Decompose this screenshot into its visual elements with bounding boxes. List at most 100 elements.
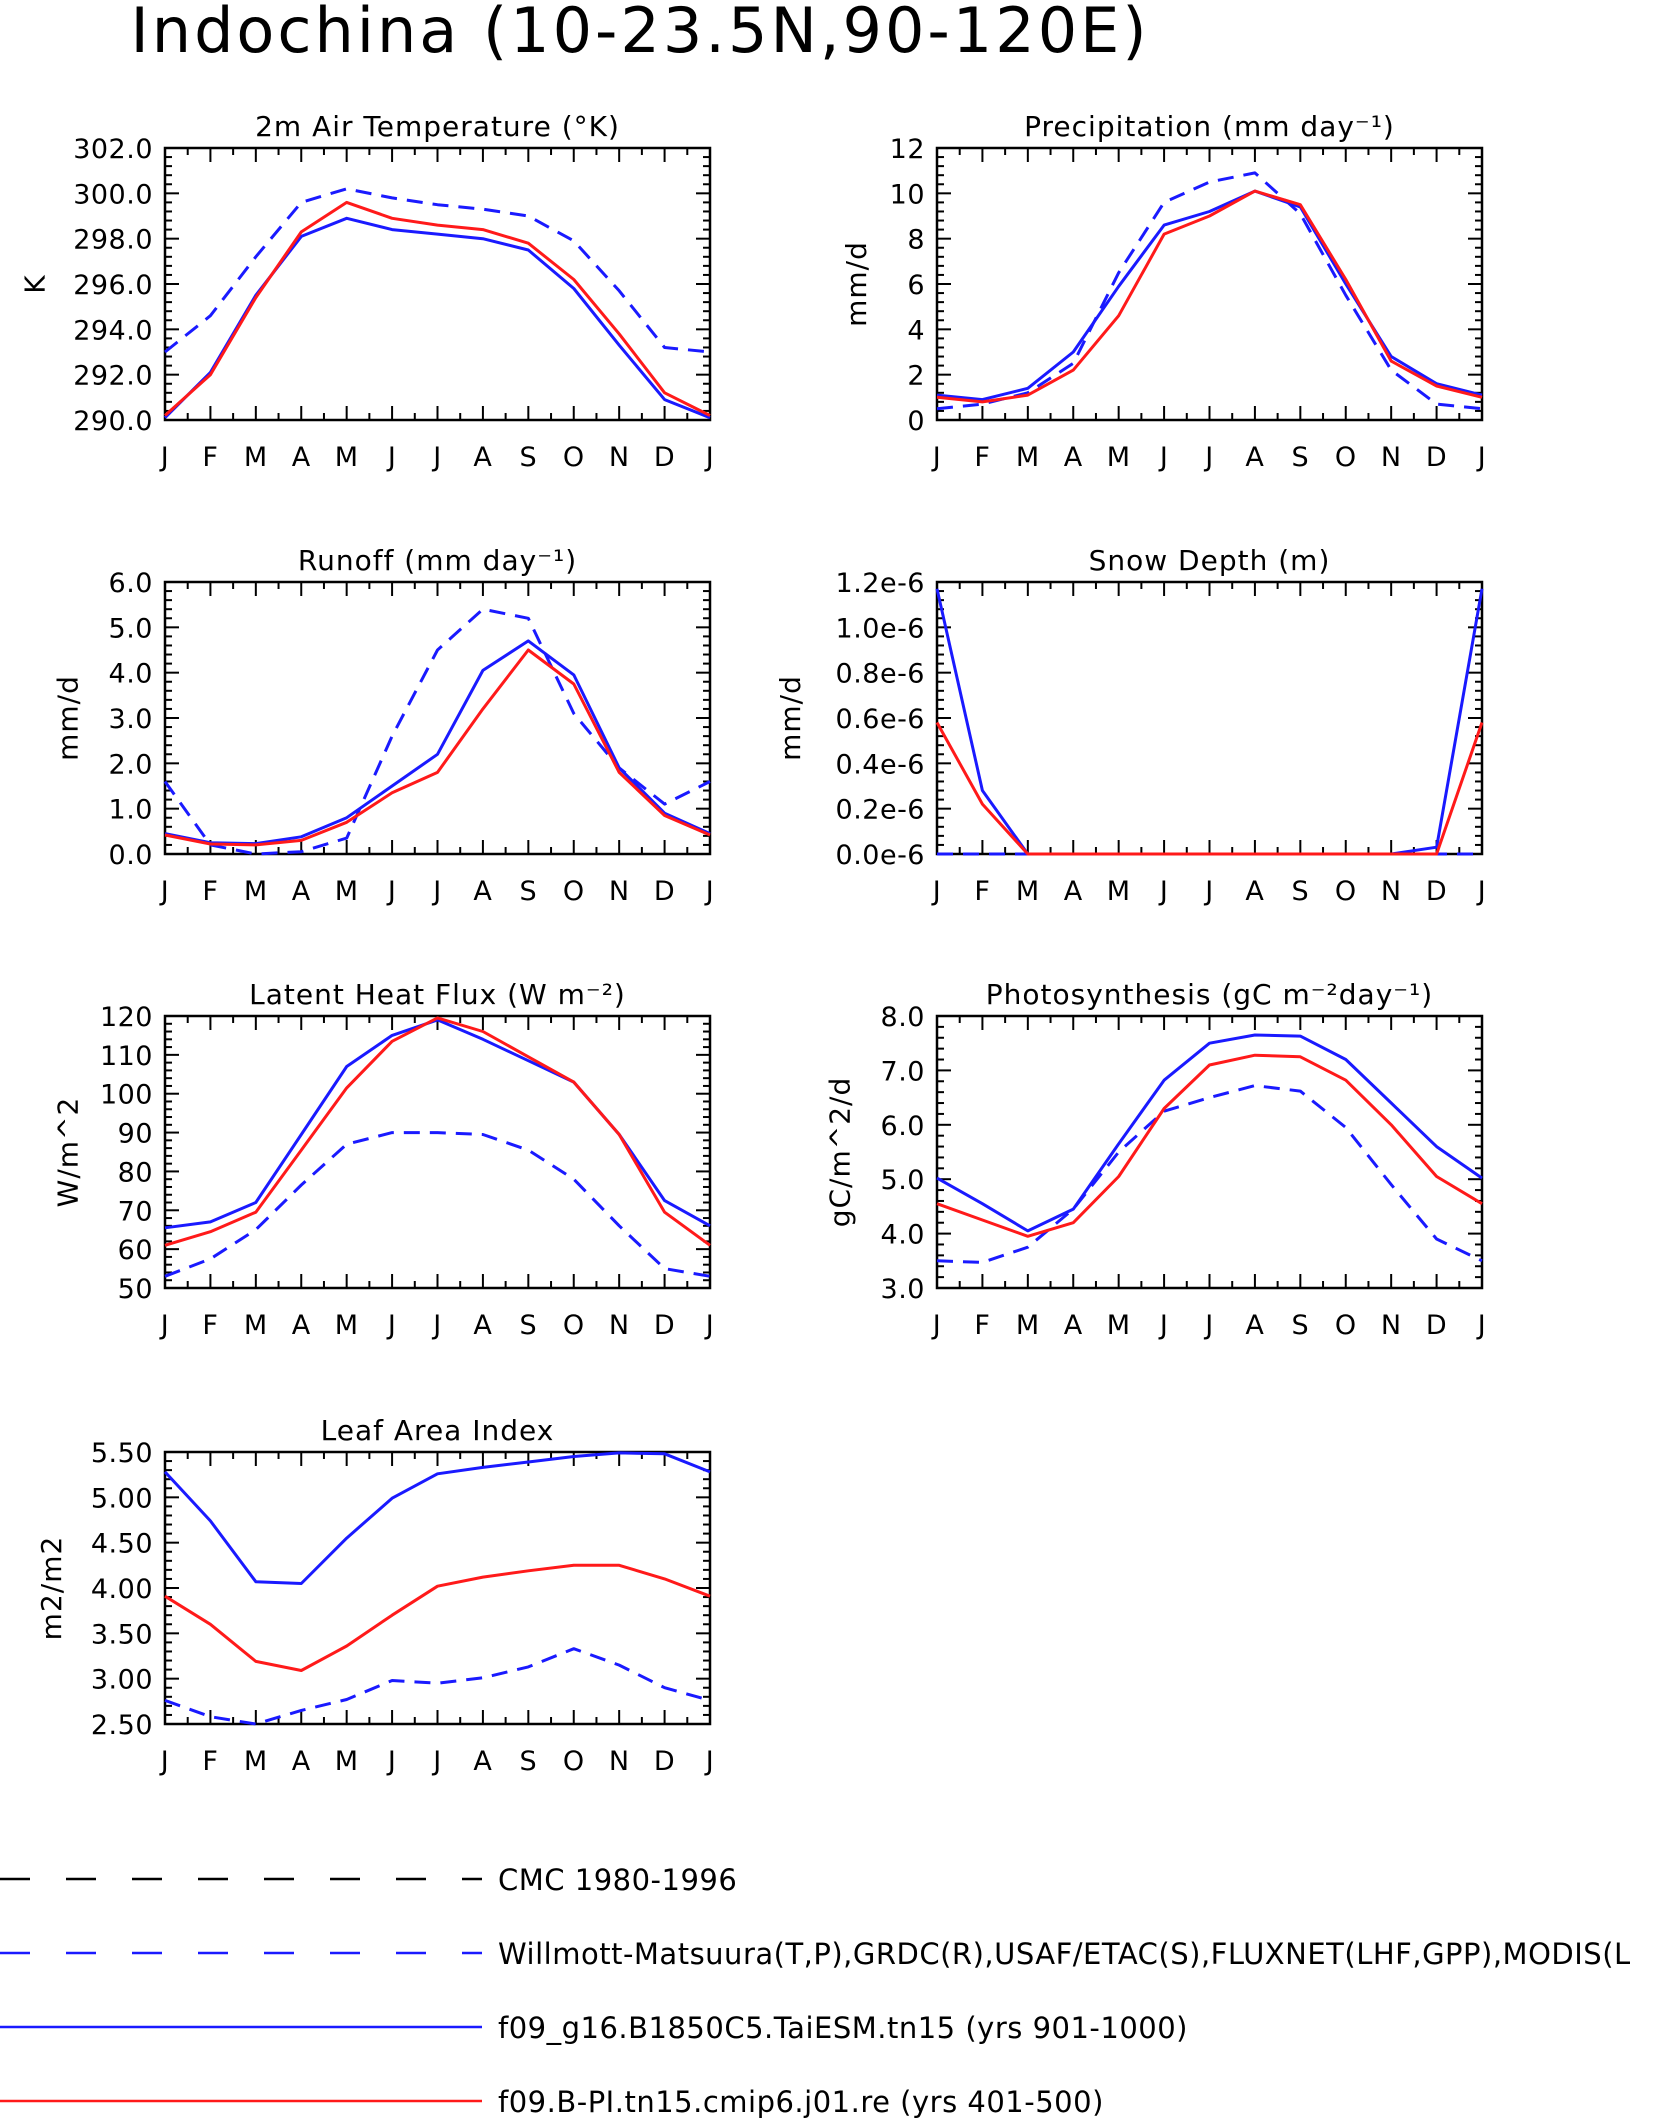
x-tick-label: S	[1292, 442, 1310, 473]
x-tick-label: A	[292, 1746, 311, 1777]
y-axis-label: mm/d	[774, 675, 807, 761]
x-tick-label: F	[202, 876, 218, 907]
y-tick-label: 4.0	[881, 1220, 925, 1251]
y-tick-label: 1.0	[109, 795, 153, 826]
x-tick-label: J	[431, 1746, 441, 1777]
y-tick-label: 1.0e-6	[836, 613, 925, 644]
y-tick-label: 292.0	[73, 361, 153, 392]
series-line-blue-solid	[163, 1451, 711, 1585]
y-tick-label: 290.0	[73, 406, 153, 437]
x-tick-label: M	[244, 442, 268, 473]
panel-title: Latent Heat Flux (W m⁻²)	[249, 978, 626, 1011]
x-tick-label: J	[1158, 442, 1168, 473]
x-tick-label: A	[292, 442, 311, 473]
x-tick-label: J	[159, 876, 169, 907]
x-tick-label: J	[1476, 876, 1486, 907]
x-tick-label: N	[1381, 876, 1402, 907]
series-line-red-solid	[936, 1053, 1483, 1238]
legend-label: CMC 1980-1996	[498, 1863, 737, 1897]
x-tick-label: J	[704, 876, 714, 907]
x-tick-label: O	[1335, 442, 1357, 473]
x-tick-label: J	[931, 442, 941, 473]
x-tick-label: J	[1203, 1310, 1213, 1341]
y-tick-label: 90	[118, 1119, 153, 1150]
series-line-blue-solid	[163, 216, 711, 420]
y-tick-label: 3.0	[881, 1274, 925, 1305]
y-tick-label: 5.0	[109, 613, 153, 644]
legend-entry: CMC 1980-1996	[0, 1863, 737, 1897]
x-tick-label: D	[654, 876, 675, 907]
y-tick-label: 80	[118, 1157, 153, 1188]
panel-title: Runoff (mm day⁻¹)	[298, 544, 577, 577]
y-tick-label: 2	[907, 361, 925, 392]
x-tick-label: J	[159, 442, 169, 473]
y-axis-label: mm/d	[52, 675, 85, 761]
y-tick-label: 298.0	[73, 225, 153, 256]
x-tick-label: D	[1426, 1310, 1447, 1341]
y-tick-label: 5.00	[91, 1483, 153, 1514]
x-tick-label: O	[1335, 1310, 1357, 1341]
x-tick-label: A	[1064, 1310, 1083, 1341]
y-tick-label: 5.50	[91, 1438, 153, 1469]
series-line-red-solid	[935, 721, 1484, 856]
x-tick-label: O	[563, 1310, 585, 1341]
legend-entry: f09_g16.B1850C5.TaiESM.tn15 (yrs 901-100…	[0, 2011, 1188, 2045]
legend-entry: f09.B-PI.tn15.cmip6.j01.re (yrs 401-500)	[0, 2085, 1103, 2119]
y-axis-label: gC/m^2/d	[824, 1077, 857, 1228]
y-tick-label: 120	[100, 1002, 153, 1033]
x-tick-label: J	[159, 1746, 169, 1777]
x-tick-label: M	[1016, 876, 1040, 907]
y-tick-label: 6.0	[881, 1111, 925, 1142]
x-tick-label: O	[563, 442, 585, 473]
y-tick-label: 70	[118, 1196, 153, 1227]
y-tick-label: 8.0	[881, 1002, 925, 1033]
x-tick-label: A	[473, 876, 492, 907]
plot-frame	[163, 580, 712, 856]
y-tick-label: 0.0	[109, 840, 153, 871]
x-tick-label: A	[473, 442, 492, 473]
series-line-blue-dashed	[936, 1084, 1483, 1264]
x-tick-label: S	[520, 1310, 538, 1341]
x-tick-label: M	[1107, 442, 1131, 473]
series-line-blue-dashed	[164, 1131, 711, 1278]
x-tick-label: O	[563, 876, 585, 907]
series-line-blue-solid	[164, 639, 711, 846]
y-tick-label: 4.0	[109, 659, 153, 690]
x-tick-label: J	[704, 1310, 714, 1341]
x-tick-label: S	[520, 1746, 538, 1777]
x-tick-label: F	[974, 1310, 990, 1341]
x-tick-label: J	[431, 876, 441, 907]
y-tick-label: 110	[100, 1041, 153, 1072]
x-tick-label: O	[1335, 876, 1357, 907]
series-line-blue-dashed	[164, 1647, 711, 1726]
y-tick-label: 60	[118, 1235, 153, 1266]
x-tick-label: J	[931, 876, 941, 907]
x-tick-label: F	[974, 442, 990, 473]
y-axis-label: W/m^2	[52, 1097, 85, 1208]
y-tick-label: 1.2e-6	[836, 568, 925, 599]
x-tick-label: J	[1203, 442, 1213, 473]
panel-3: Runoff (mm day⁻¹)J F M A M J J A S O N D J0.01.02.03…	[52, 544, 714, 907]
x-tick-label: F	[974, 876, 990, 907]
series-line-blue-dashed	[164, 187, 711, 354]
figure-title: Indochina (10-23.5N,90-120E)	[130, 0, 1149, 67]
legend-entry: Willmott-Matsuura(T,P),GRDC(R),USAF/ETAC…	[0, 1937, 1630, 1971]
x-tick-label: J	[1203, 876, 1213, 907]
y-tick-label: 3.50	[91, 1619, 153, 1650]
y-tick-label: 0.0e-6	[836, 840, 925, 871]
y-tick-label: 12	[890, 134, 925, 165]
x-tick-label: F	[202, 1310, 218, 1341]
x-tick-label: A	[1245, 442, 1264, 473]
y-tick-label: 2.50	[91, 1710, 153, 1741]
plot-frame	[935, 580, 1484, 856]
y-tick-label: 0.2e-6	[836, 795, 925, 826]
series-line-red-solid	[164, 1016, 711, 1247]
x-tick-label: F	[202, 442, 218, 473]
series-line-blue-solid	[936, 1033, 1483, 1233]
y-tick-label: 296.0	[73, 270, 153, 301]
x-tick-label: M	[335, 1310, 359, 1341]
panel-2: Precipitation (mm day⁻¹)J F M A M J J A S O N D J024…	[840, 110, 1486, 473]
x-tick-label: A	[1245, 1310, 1264, 1341]
x-tick-label: J	[159, 1310, 169, 1341]
x-tick-label: J	[1158, 876, 1168, 907]
